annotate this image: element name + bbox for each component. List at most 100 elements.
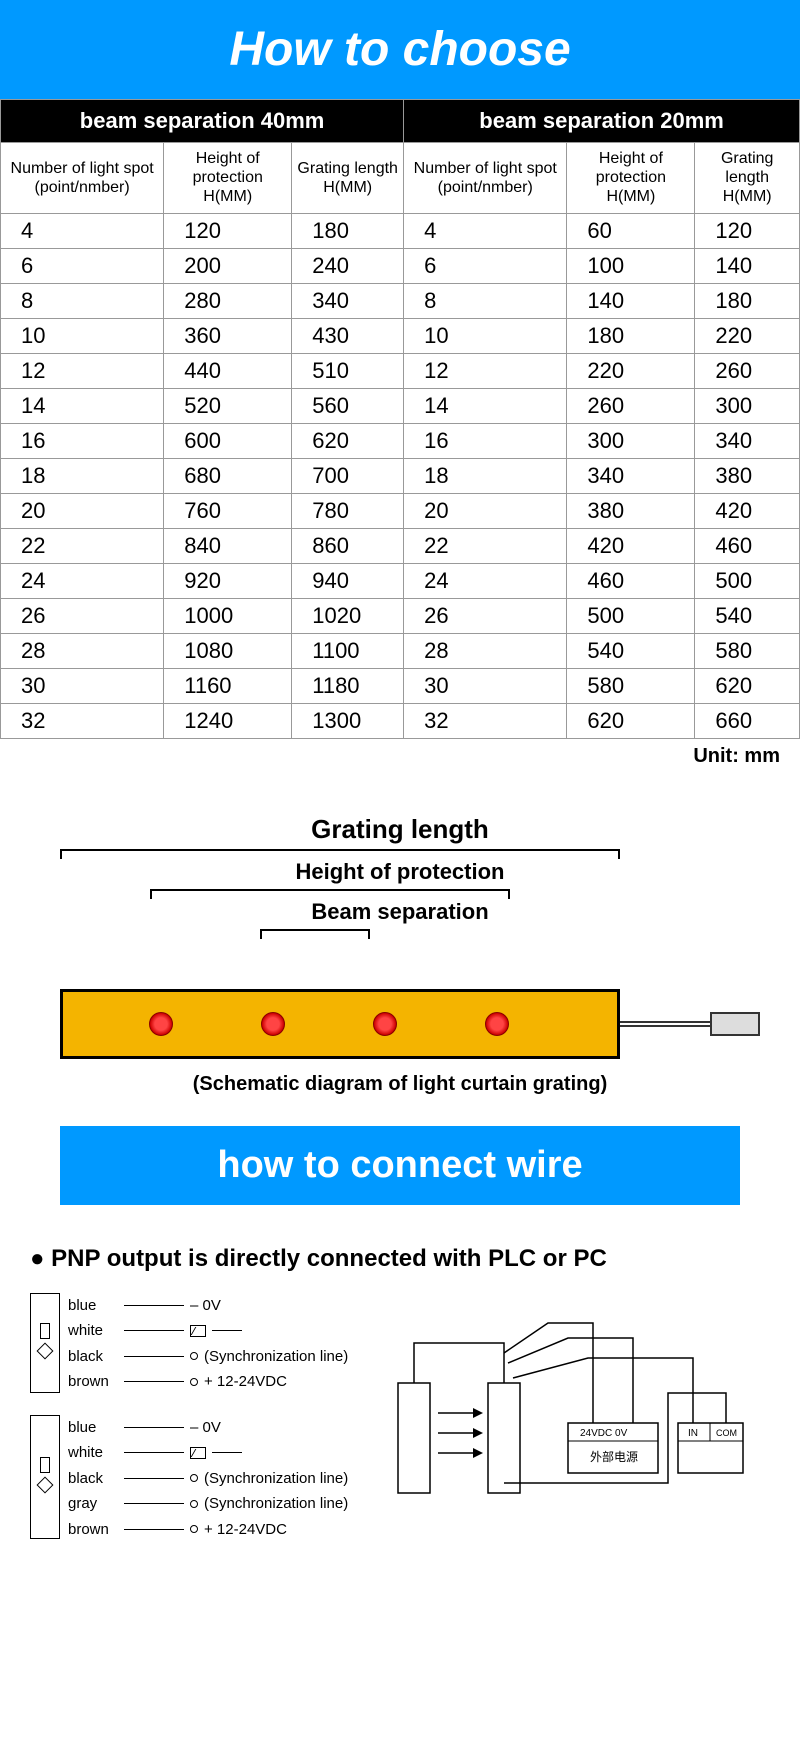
wire-row: white	[68, 1318, 348, 1344]
wire-row: brown + 12-24VDC	[68, 1517, 348, 1543]
table-cell: 300	[695, 388, 800, 423]
table-cell: 8	[1, 283, 164, 318]
table-cell: 1020	[292, 598, 404, 633]
table-cell: 340	[292, 283, 404, 318]
terminal-icon	[190, 1474, 198, 1482]
table-row: 82803408140180	[1, 283, 800, 318]
led-dot	[149, 1012, 173, 1036]
wire-color-label: blue	[68, 1415, 118, 1441]
table-cell: 620	[567, 703, 695, 738]
wire-line	[212, 1330, 242, 1331]
table-cell: 4	[1, 213, 164, 248]
unit-label: Unit: mm	[0, 739, 800, 774]
table-cell: 10	[1, 318, 164, 353]
wire-line	[124, 1356, 184, 1357]
terminal-icon	[190, 1352, 198, 1360]
table-cell: 1080	[164, 633, 292, 668]
table-cell: 1180	[292, 668, 404, 703]
table-cell: 220	[567, 353, 695, 388]
table-cell: 12	[1, 353, 164, 388]
table-cell: 24	[1, 563, 164, 598]
wire-line	[124, 1503, 184, 1504]
table-cell: 26	[1, 598, 164, 633]
table-cell: 500	[695, 563, 800, 598]
wire-line	[124, 1305, 184, 1306]
left-wire-diagrams: blue – 0Vwhite black (Synchronization li…	[30, 1293, 348, 1543]
table-cell: 620	[292, 423, 404, 458]
table-cell: 240	[292, 248, 404, 283]
table-cell: 1100	[292, 633, 404, 668]
table-cell: 660	[695, 703, 800, 738]
wire-row: white	[68, 1440, 348, 1466]
table-cell: 140	[695, 248, 800, 283]
wire-note: – 0V	[190, 1415, 221, 1441]
sensor-box-1	[30, 1293, 60, 1393]
table-cell: 700	[292, 458, 404, 493]
table-cell: 120	[164, 213, 292, 248]
section-20mm-header: beam separation 20mm	[404, 100, 800, 143]
table-cell: 360	[164, 318, 292, 353]
table-cell: 760	[164, 493, 292, 528]
col-grating-20: Grating length H(MM)	[695, 143, 800, 214]
table-cell: 14	[1, 388, 164, 423]
table-cell: 140	[567, 283, 695, 318]
table-cell: 440	[164, 353, 292, 388]
table-cell: 30	[1, 668, 164, 703]
relay-icon	[190, 1325, 206, 1337]
wire-row: blue – 0V	[68, 1415, 348, 1441]
table-cell: 600	[164, 423, 292, 458]
table-cell: 18	[1, 458, 164, 493]
table-cell: 220	[695, 318, 800, 353]
wire-row: black (Synchronization line)	[68, 1466, 348, 1492]
table-cell: 180	[292, 213, 404, 248]
label-height-protection: Height of protection	[60, 859, 740, 885]
terminal-icon	[190, 1378, 198, 1386]
wire-section: ● PNP output is directly connected with …	[0, 1205, 800, 1553]
table-cell: 30	[404, 668, 567, 703]
wire-color-label: white	[68, 1318, 118, 1344]
connector	[710, 1012, 760, 1036]
section-40mm-header: beam separation 40mm	[1, 100, 404, 143]
table-row: 301160118030580620	[1, 668, 800, 703]
table-cell: 840	[164, 528, 292, 563]
label-beam-separation: Beam separation	[60, 899, 740, 925]
table-cell: 380	[695, 458, 800, 493]
table-cell: 460	[567, 563, 695, 598]
table-cell: 860	[292, 528, 404, 563]
table-row: 281080110028540580	[1, 633, 800, 668]
wire-note: (Synchronization line)	[204, 1466, 348, 1492]
table-row: 1452056014260300	[1, 388, 800, 423]
wire-row: blue – 0V	[68, 1293, 348, 1319]
wire-line	[124, 1529, 184, 1530]
col-height-40: Height of protection H(MM)	[164, 143, 292, 214]
wire-line	[124, 1427, 184, 1428]
wire-color-label: brown	[68, 1517, 118, 1543]
table-row: 4120180460120	[1, 213, 800, 248]
wire-note: (Synchronization line)	[204, 1491, 348, 1517]
wire-note: – 0V	[190, 1293, 221, 1319]
grating-bar	[60, 989, 740, 1059]
table-cell: 340	[567, 458, 695, 493]
table-cell: 430	[292, 318, 404, 353]
table-cell: 260	[567, 388, 695, 423]
table-cell: 1300	[292, 703, 404, 738]
relay-icon	[190, 1447, 206, 1459]
table-cell: 580	[567, 668, 695, 703]
table-cell: 26	[404, 598, 567, 633]
led-dot	[485, 1012, 509, 1036]
table-row: 1660062016300340	[1, 423, 800, 458]
table-cell: 520	[164, 388, 292, 423]
wire-line	[124, 1452, 184, 1453]
table-cell: 32	[404, 703, 567, 738]
table-cell: 22	[1, 528, 164, 563]
table-cell: 100	[567, 248, 695, 283]
table-cell: 200	[164, 248, 292, 283]
table-cell: 18	[404, 458, 567, 493]
table-row: 1868070018340380	[1, 458, 800, 493]
table-row: 2284086022420460	[1, 528, 800, 563]
table-cell: 420	[567, 528, 695, 563]
how-to-connect-header: how to connect wire	[60, 1126, 740, 1205]
wire-line	[124, 1478, 184, 1479]
terminal-icon	[190, 1500, 198, 1508]
table-cell: 24	[404, 563, 567, 598]
